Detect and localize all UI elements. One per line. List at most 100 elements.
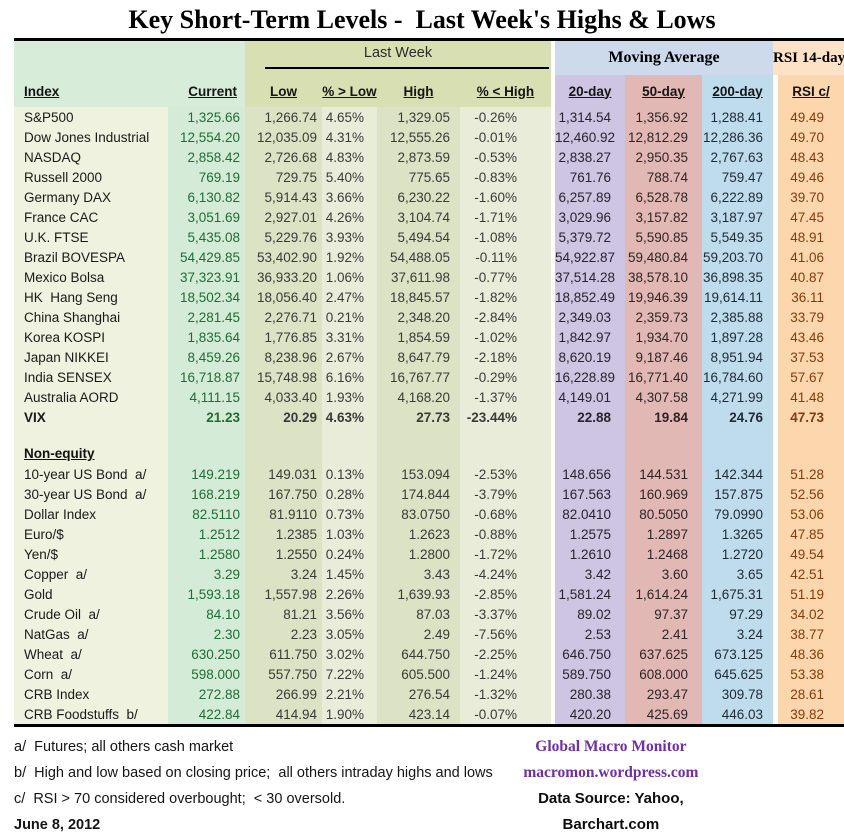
pct-above-low-cell: 3.02% <box>322 644 377 664</box>
ma-20day-cell: 2,349.03 <box>555 307 625 327</box>
column-gap <box>773 75 778 107</box>
rsi-cell: 38.77 <box>778 624 844 644</box>
ma-20day-cell: 167.563 <box>555 484 625 504</box>
index-cell: Mexico Bolsa <box>14 267 168 287</box>
column-header-pct-above-low: % > Low <box>322 75 377 107</box>
ma-50day-cell: 4,307.58 <box>625 387 702 407</box>
pct-above-low-cell: 5.40% <box>322 167 377 187</box>
pct-above-low-cell: 1.90% <box>322 704 377 724</box>
pct-below-high-cell: -4.24% <box>460 564 551 584</box>
ma-20day-cell <box>555 443 625 464</box>
column-gap <box>551 207 555 227</box>
pct-below-high-cell: -1.72% <box>460 544 551 564</box>
ma-50day-cell: 1.2897 <box>625 524 702 544</box>
high-cell: 18,845.57 <box>377 287 460 307</box>
index-cell: Russell 2000 <box>14 167 168 187</box>
low-cell: 2.23 <box>245 624 322 644</box>
low-cell: 18,056.40 <box>245 287 322 307</box>
high-cell: 6,230.22 <box>377 187 460 207</box>
low-cell: 266.99 <box>245 684 322 704</box>
table-row: NASDAQ 2,858.42 2,726.68 4.83% 2,873.59 -0.53… <box>14 147 844 167</box>
column-gap <box>773 227 778 247</box>
index-cell: Wheat a/ <box>14 644 168 664</box>
column-gap <box>551 127 555 147</box>
ma-50day-cell: 5,590.85 <box>625 227 702 247</box>
pct-above-low-cell: 6.16% <box>322 367 377 387</box>
low-cell: 557.750 <box>245 664 322 684</box>
ma-50day-cell: 19.84 <box>625 407 702 427</box>
index-cell: China Shanghai <box>14 307 168 327</box>
rsi-cell: 51.19 <box>778 584 844 604</box>
table-row: Wheat a/630.250 611.750 3.02% 644.750 -2.25%… <box>14 644 844 664</box>
index-cell: Dow Jones Industrial <box>14 127 168 147</box>
column-gap <box>551 407 555 427</box>
table-row: Gold 1,593.18 1,557.98 2.26% 1,639.93 -2.85% 1… <box>14 584 844 604</box>
ma-200day-cell: 59,203.70 <box>702 247 773 267</box>
ma-20day-cell: 1,314.54 <box>555 107 625 127</box>
table-row: Japan NIKKEI 8,459.26 8,238.96 2.67% 8,647.7… <box>14 347 844 367</box>
high-cell: 3.43 <box>377 564 460 584</box>
ma-200day-cell: 5,549.35 <box>702 227 773 247</box>
ma-50day-cell: 3,157.82 <box>625 207 702 227</box>
pct-above-low-cell <box>322 443 377 464</box>
current-cell: 6,130.82 <box>168 187 245 207</box>
low-cell: 414.94 <box>245 704 322 724</box>
low-cell: 20.29 <box>245 407 322 427</box>
current-cell: 8,459.26 <box>168 347 245 367</box>
rsi-cell: 49.46 <box>778 167 844 187</box>
high-cell: 3,104.74 <box>377 207 460 227</box>
column-gap <box>773 684 778 704</box>
current-cell: 12,554.20 <box>168 127 245 147</box>
high-cell: 174.844 <box>377 484 460 504</box>
low-cell <box>245 443 322 464</box>
group-header-moving-average: Moving Average <box>555 41 773 75</box>
ma-200day-cell: 3.65 <box>702 564 773 584</box>
low-cell: 1,557.98 <box>245 584 322 604</box>
pct-above-low-cell: 0.28% <box>322 484 377 504</box>
column-gap <box>773 307 778 327</box>
current-cell: 598.000 <box>168 664 245 684</box>
pct-above-low-cell: 0.24% <box>322 544 377 564</box>
column-gap <box>551 704 555 724</box>
low-cell: 36,933.20 <box>245 267 322 287</box>
ma-20day-cell: 589.750 <box>555 664 625 684</box>
low-cell: 81.9110 <box>245 504 322 524</box>
ma-20day-cell: 3.42 <box>555 564 625 584</box>
ma-20day-cell: 1,842.97 <box>555 327 625 347</box>
pct-above-low-cell: 0.13% <box>322 464 377 484</box>
group-header-last-week: Last Week <box>245 41 551 75</box>
pct-below-high-cell: -2.25% <box>460 644 551 664</box>
rsi-cell: 28.61 <box>778 684 844 704</box>
table-row: Crude Oil a/84.10 81.21 3.56% 87.03 -3.37% 89… <box>14 604 844 624</box>
index-cell: Corn a/ <box>14 664 168 684</box>
high-cell: 775.65 <box>377 167 460 187</box>
pct-below-high-cell: -0.68% <box>460 504 551 524</box>
current-cell: 1,835.64 <box>168 327 245 347</box>
group-header-rsi-14day: RSI 14-day <box>773 41 844 75</box>
index-cell: CRB Index <box>14 684 168 704</box>
ma-50day-cell: 637.625 <box>625 644 702 664</box>
column-gap <box>773 147 778 167</box>
table-row: Russell 2000 769.19 729.75 5.40% 775.65 -0.83… <box>14 167 844 187</box>
pct-below-high-cell: -1.24% <box>460 664 551 684</box>
column-gap <box>551 247 555 267</box>
footnotes: a/ Futures; all others cash market b/ Hi… <box>14 734 493 838</box>
low-cell: 81.21 <box>245 604 322 624</box>
column-gap <box>551 464 555 484</box>
rsi-cell: 49.54 <box>778 544 844 564</box>
low-cell: 149.031 <box>245 464 322 484</box>
index-cell: Crude Oil a/ <box>14 604 168 624</box>
current-cell: 1,593.18 <box>168 584 245 604</box>
column-gap <box>551 644 555 664</box>
high-cell: 12,555.26 <box>377 127 460 147</box>
current-cell: 422.84 <box>168 704 245 724</box>
ma-200day-cell: 97.29 <box>702 604 773 624</box>
pct-below-high-cell: -2.53% <box>460 464 551 484</box>
ma-200day-cell <box>702 443 773 464</box>
ma-20day-cell: 82.0410 <box>555 504 625 524</box>
pct-below-high-cell: -0.83% <box>460 167 551 187</box>
rsi-cell: 43.46 <box>778 327 844 347</box>
column-gap <box>773 287 778 307</box>
column-header-current: Current <box>168 75 245 107</box>
column-gap <box>773 484 778 504</box>
